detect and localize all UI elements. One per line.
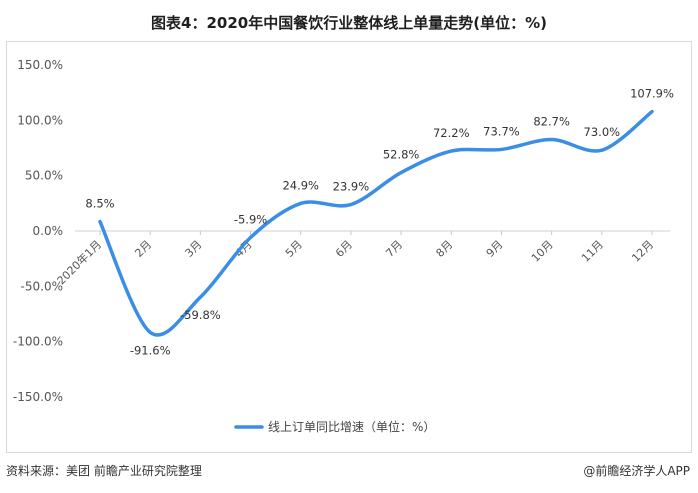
y-tick-label: -150.0% — [13, 390, 63, 404]
y-tick-label: -100.0% — [13, 335, 63, 349]
chart-title: 图表4：2020年中国餐饮行业整体线上单量走势(单位：%) — [151, 14, 547, 32]
x-tick-label: 11月 — [579, 238, 606, 265]
y-tick-label: 50.0% — [25, 169, 63, 183]
data-labels: 8.5% -91.6% -59.8% -5.9% 24.9% 23.9% 52.8% 72.2… — [85, 87, 674, 358]
legend[interactable]: 线上订单同比增速（单位：%） — [234, 419, 435, 434]
x-tick-label: 8月 — [433, 238, 455, 260]
y-tick-label: -50.0% — [21, 279, 63, 293]
x-tick-label: 9月 — [484, 238, 506, 260]
data-label: 73.0% — [584, 125, 621, 139]
x-axis: 2020年1月 2月 3月 4月 5月 6月 7月 8月 9月 10月 11月 12月 — [54, 231, 656, 287]
x-tick-label: 2月 — [132, 238, 154, 260]
x-tick-label: 2020年1月 — [54, 237, 104, 287]
x-tick-label: 3月 — [183, 238, 205, 260]
y-tick-label: 0.0% — [33, 224, 64, 238]
y-tick-label: 100.0% — [17, 113, 63, 127]
data-label: 73.7% — [483, 124, 520, 138]
x-tick-label: 7月 — [383, 238, 405, 260]
series-line — [98, 109, 654, 337]
data-label: -91.6% — [130, 343, 171, 357]
chart-frame — [6, 41, 692, 453]
data-label: 72.2% — [433, 126, 470, 140]
x-tick-label: 10月 — [529, 238, 556, 265]
source-note: 资料来源：美团 前瞻产业研究院整理 — [6, 464, 202, 478]
data-label: 23.9% — [333, 180, 370, 194]
data-label: 107.9% — [630, 87, 674, 101]
y-axis: 150.0% 100.0% 50.0% 0.0% -50.0% -100.0% -150.0… — [13, 58, 63, 404]
credit-note: @前瞻经济学人APP — [583, 464, 690, 478]
legend-label: 线上订单同比增速（单位：%） — [268, 419, 435, 434]
y-tick-label: 150.0% — [17, 58, 63, 72]
data-label: 82.7% — [533, 114, 570, 128]
data-label: -59.8% — [180, 308, 221, 322]
x-tick-label: 6月 — [333, 238, 355, 260]
x-tick-label: 12月 — [629, 238, 656, 265]
data-label: 8.5% — [85, 197, 114, 211]
data-label: 52.8% — [383, 148, 420, 162]
data-label: -5.9% — [234, 213, 267, 227]
x-tick-label: 5月 — [283, 238, 305, 260]
data-label: 24.9% — [282, 178, 319, 192]
